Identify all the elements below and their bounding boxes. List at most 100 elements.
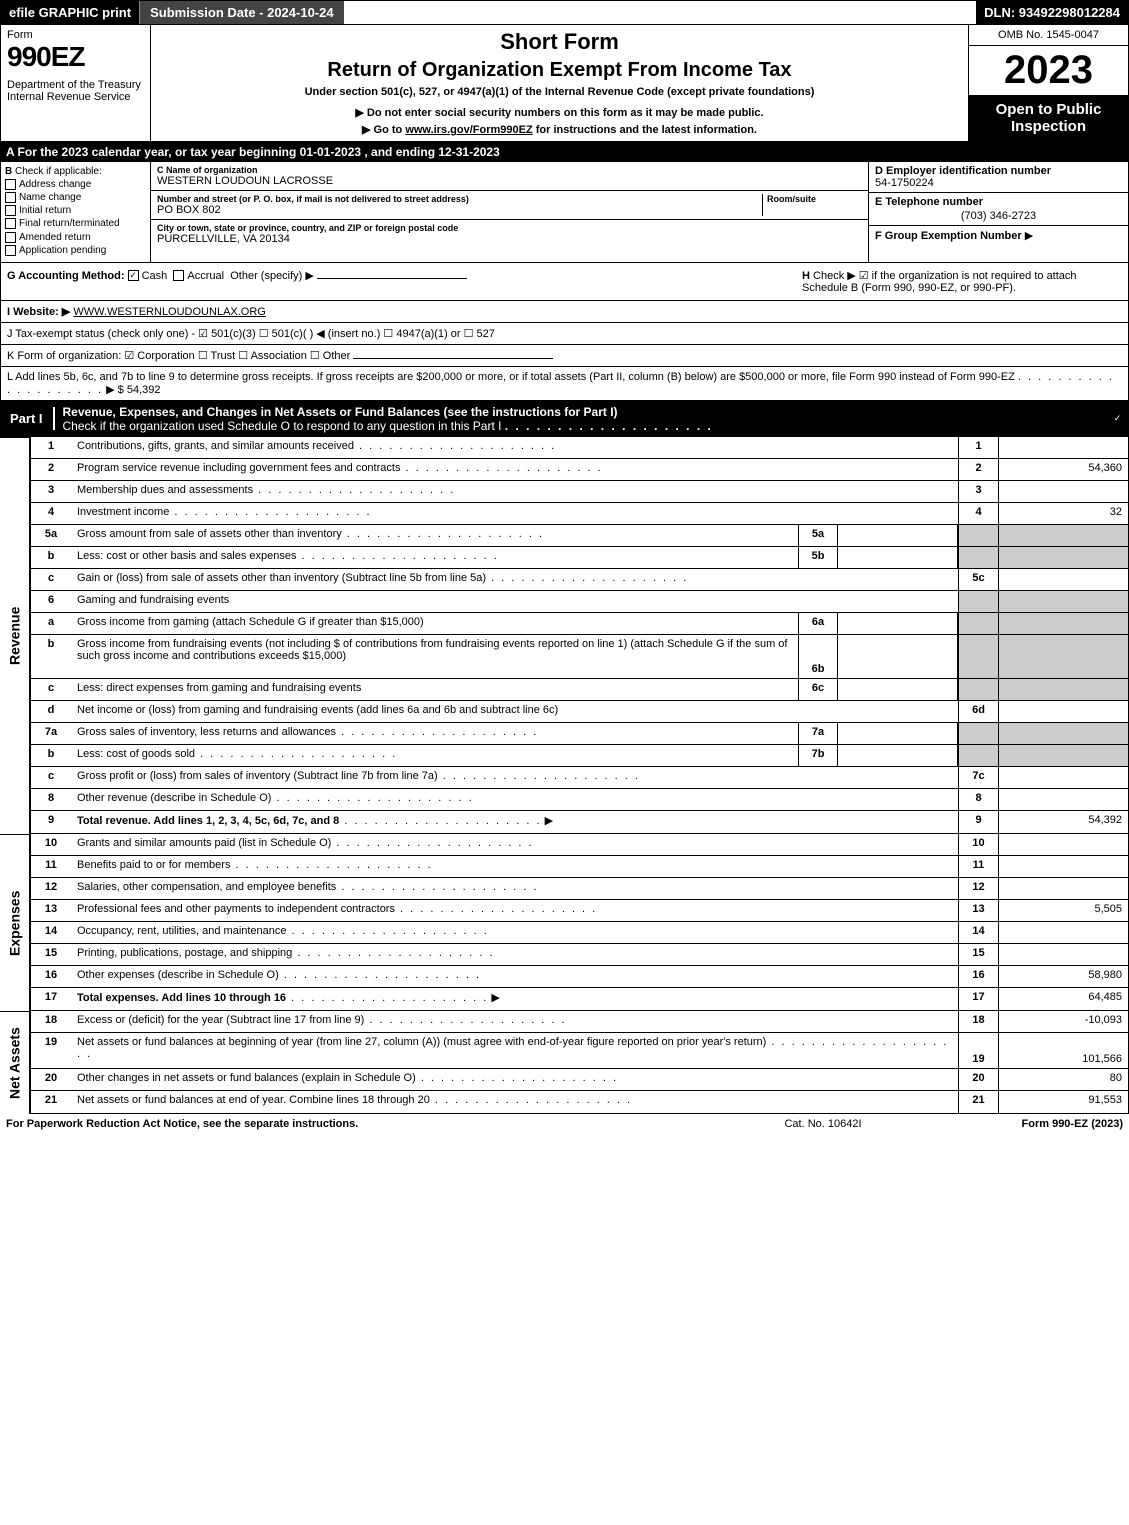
line-desc: Printing, publications, postage, and shi…	[71, 944, 958, 965]
line-14: 14 Occupancy, rent, utilities, and maint…	[31, 922, 1128, 944]
revenue-grid: 1 Contributions, gifts, grants, and simi…	[30, 437, 1129, 834]
checkbox-icon[interactable]	[5, 179, 16, 190]
line-desc: Other revenue (describe in Schedule O)	[71, 789, 958, 810]
line-box: 1	[958, 437, 998, 458]
irs-link[interactable]: www.irs.gov/Form990EZ	[405, 124, 532, 136]
website-link[interactable]: WWW.WESTERNLOUDOUNLAX.ORG	[73, 306, 266, 318]
other-specify-line[interactable]	[317, 278, 467, 279]
tax-year: 2023	[969, 46, 1128, 95]
line-num: 7a	[31, 723, 71, 744]
line-11: 11 Benefits paid to or for members 11	[31, 856, 1128, 878]
part1-subtitle: Check if the organization used Schedule …	[63, 419, 502, 433]
line-num: b	[31, 635, 71, 678]
street-value: PO BOX 802	[157, 204, 762, 216]
goto-suffix: for instructions and the latest informat…	[533, 124, 757, 136]
checkbox-icon[interactable]	[5, 232, 16, 243]
checkbox-icon[interactable]	[5, 245, 16, 256]
line-val: 80	[998, 1069, 1128, 1090]
checkbox-icon[interactable]	[5, 192, 16, 203]
header-right: OMB No. 1545-0047 2023 Open to Public In…	[968, 25, 1128, 141]
line-desc: Investment income	[71, 503, 958, 524]
sub-box: 6a	[798, 613, 838, 634]
h-note: Check ▶ ☑ if the organization is not req…	[802, 270, 1077, 294]
line-num: b	[31, 547, 71, 568]
row-a-calendar-year: A For the 2023 calendar year, or tax yea…	[0, 142, 1129, 162]
line-18: 18 Excess or (deficit) for the year (Sub…	[31, 1011, 1128, 1033]
line-val-shaded	[998, 613, 1128, 634]
line-num: 17	[31, 988, 71, 1010]
group-exemption-label: F Group Exemption Number	[875, 230, 1022, 242]
opt-amended-return: Amended return	[5, 232, 146, 243]
line-box: 20	[958, 1069, 998, 1090]
sub-val	[838, 679, 958, 700]
short-form-title: Short Form	[161, 29, 958, 55]
line-desc: Professional fees and other payments to …	[71, 900, 958, 921]
line-box-shaded	[958, 745, 998, 766]
line-num: 1	[31, 437, 71, 458]
opt-label: Name change	[19, 192, 81, 203]
line-val-shaded	[998, 591, 1128, 612]
line-num: 10	[31, 834, 71, 855]
line-num: b	[31, 745, 71, 766]
line-num: 4	[31, 503, 71, 524]
header-center: Short Form Return of Organization Exempt…	[151, 25, 968, 141]
netassets-section: Net Assets 18 Excess or (deficit) for th…	[0, 1011, 1129, 1114]
checkbox-icon[interactable]	[5, 205, 16, 216]
line-num: 8	[31, 789, 71, 810]
row-g: G Accounting Method: Cash Accrual Other …	[0, 263, 1129, 301]
other-label: Other (specify) ▶	[230, 270, 314, 282]
opt-name-change: Name change	[5, 192, 146, 203]
line-val: 54,360	[998, 459, 1128, 480]
line-6c: c Less: direct expenses from gaming and …	[31, 679, 1128, 701]
checkbox-icon[interactable]	[5, 218, 16, 229]
top-bar: efile GRAPHIC print Submission Date - 20…	[0, 0, 1129, 25]
line-num: 11	[31, 856, 71, 877]
line-num: 15	[31, 944, 71, 965]
line-val: 101,566	[998, 1033, 1128, 1068]
line-num: c	[31, 679, 71, 700]
opt-label: Address change	[19, 179, 91, 190]
line-desc: Less: direct expenses from gaming and fu…	[71, 679, 798, 700]
line-num: c	[31, 767, 71, 788]
netassets-side-label: Net Assets	[0, 1011, 30, 1114]
row-i: I Website: ▶ WWW.WESTERNLOUDOUNLAX.ORG	[0, 301, 1129, 323]
line-val	[998, 767, 1128, 788]
opt-label: Initial return	[19, 205, 71, 216]
opt-label: Application pending	[19, 245, 106, 256]
line-box-shaded	[958, 679, 998, 700]
website-label: I Website: ▶	[7, 306, 70, 318]
city-label: City or town, state or province, country…	[157, 223, 862, 233]
part1-label: Part I	[0, 407, 55, 430]
goto-line: ▶ Go to www.irs.gov/Form990EZ for instru…	[161, 123, 958, 136]
line-box-shaded	[958, 547, 998, 568]
part1-checkbox[interactable]	[1109, 413, 1129, 425]
line-val-shaded	[998, 679, 1128, 700]
line-val-shaded	[998, 525, 1128, 546]
line-box: 19	[958, 1033, 998, 1068]
g-label: G Accounting Method:	[7, 270, 125, 282]
l-text: L Add lines 5b, 6c, and 7b to line 9 to …	[7, 371, 1015, 383]
line-3: 3 Membership dues and assessments 3	[31, 481, 1128, 503]
line-7c: c Gross profit or (loss) from sales of i…	[31, 767, 1128, 789]
efile-label: efile GRAPHIC print	[1, 1, 139, 24]
line-desc: Gross profit or (loss) from sales of inv…	[71, 767, 958, 788]
checkbox-accrual[interactable]	[173, 270, 184, 281]
b-label: B	[5, 166, 12, 177]
line-box-shaded	[958, 525, 998, 546]
org-name-row: C Name of organization WESTERN LOUDOUN L…	[151, 162, 868, 191]
line-desc: Gross income from fundraising events (no…	[71, 635, 798, 678]
line-val: 54,392	[998, 811, 1128, 833]
line-box: 15	[958, 944, 998, 965]
line-desc: Gross income from gaming (attach Schedul…	[71, 613, 798, 634]
line-val-shaded	[998, 547, 1128, 568]
line-val	[998, 834, 1128, 855]
line-desc: Less: cost of goods sold	[71, 745, 798, 766]
line-val	[998, 856, 1128, 877]
h-label: H	[802, 270, 810, 282]
ein-row: D Employer identification number 54-1750…	[869, 162, 1128, 193]
line-10: 10 Grants and similar amounts paid (list…	[31, 834, 1128, 856]
other-org-line[interactable]	[353, 358, 553, 359]
ein-label: D Employer identification number	[875, 165, 1122, 177]
checkbox-cash[interactable]	[128, 270, 139, 281]
row-l: L Add lines 5b, 6c, and 7b to line 9 to …	[0, 367, 1129, 401]
